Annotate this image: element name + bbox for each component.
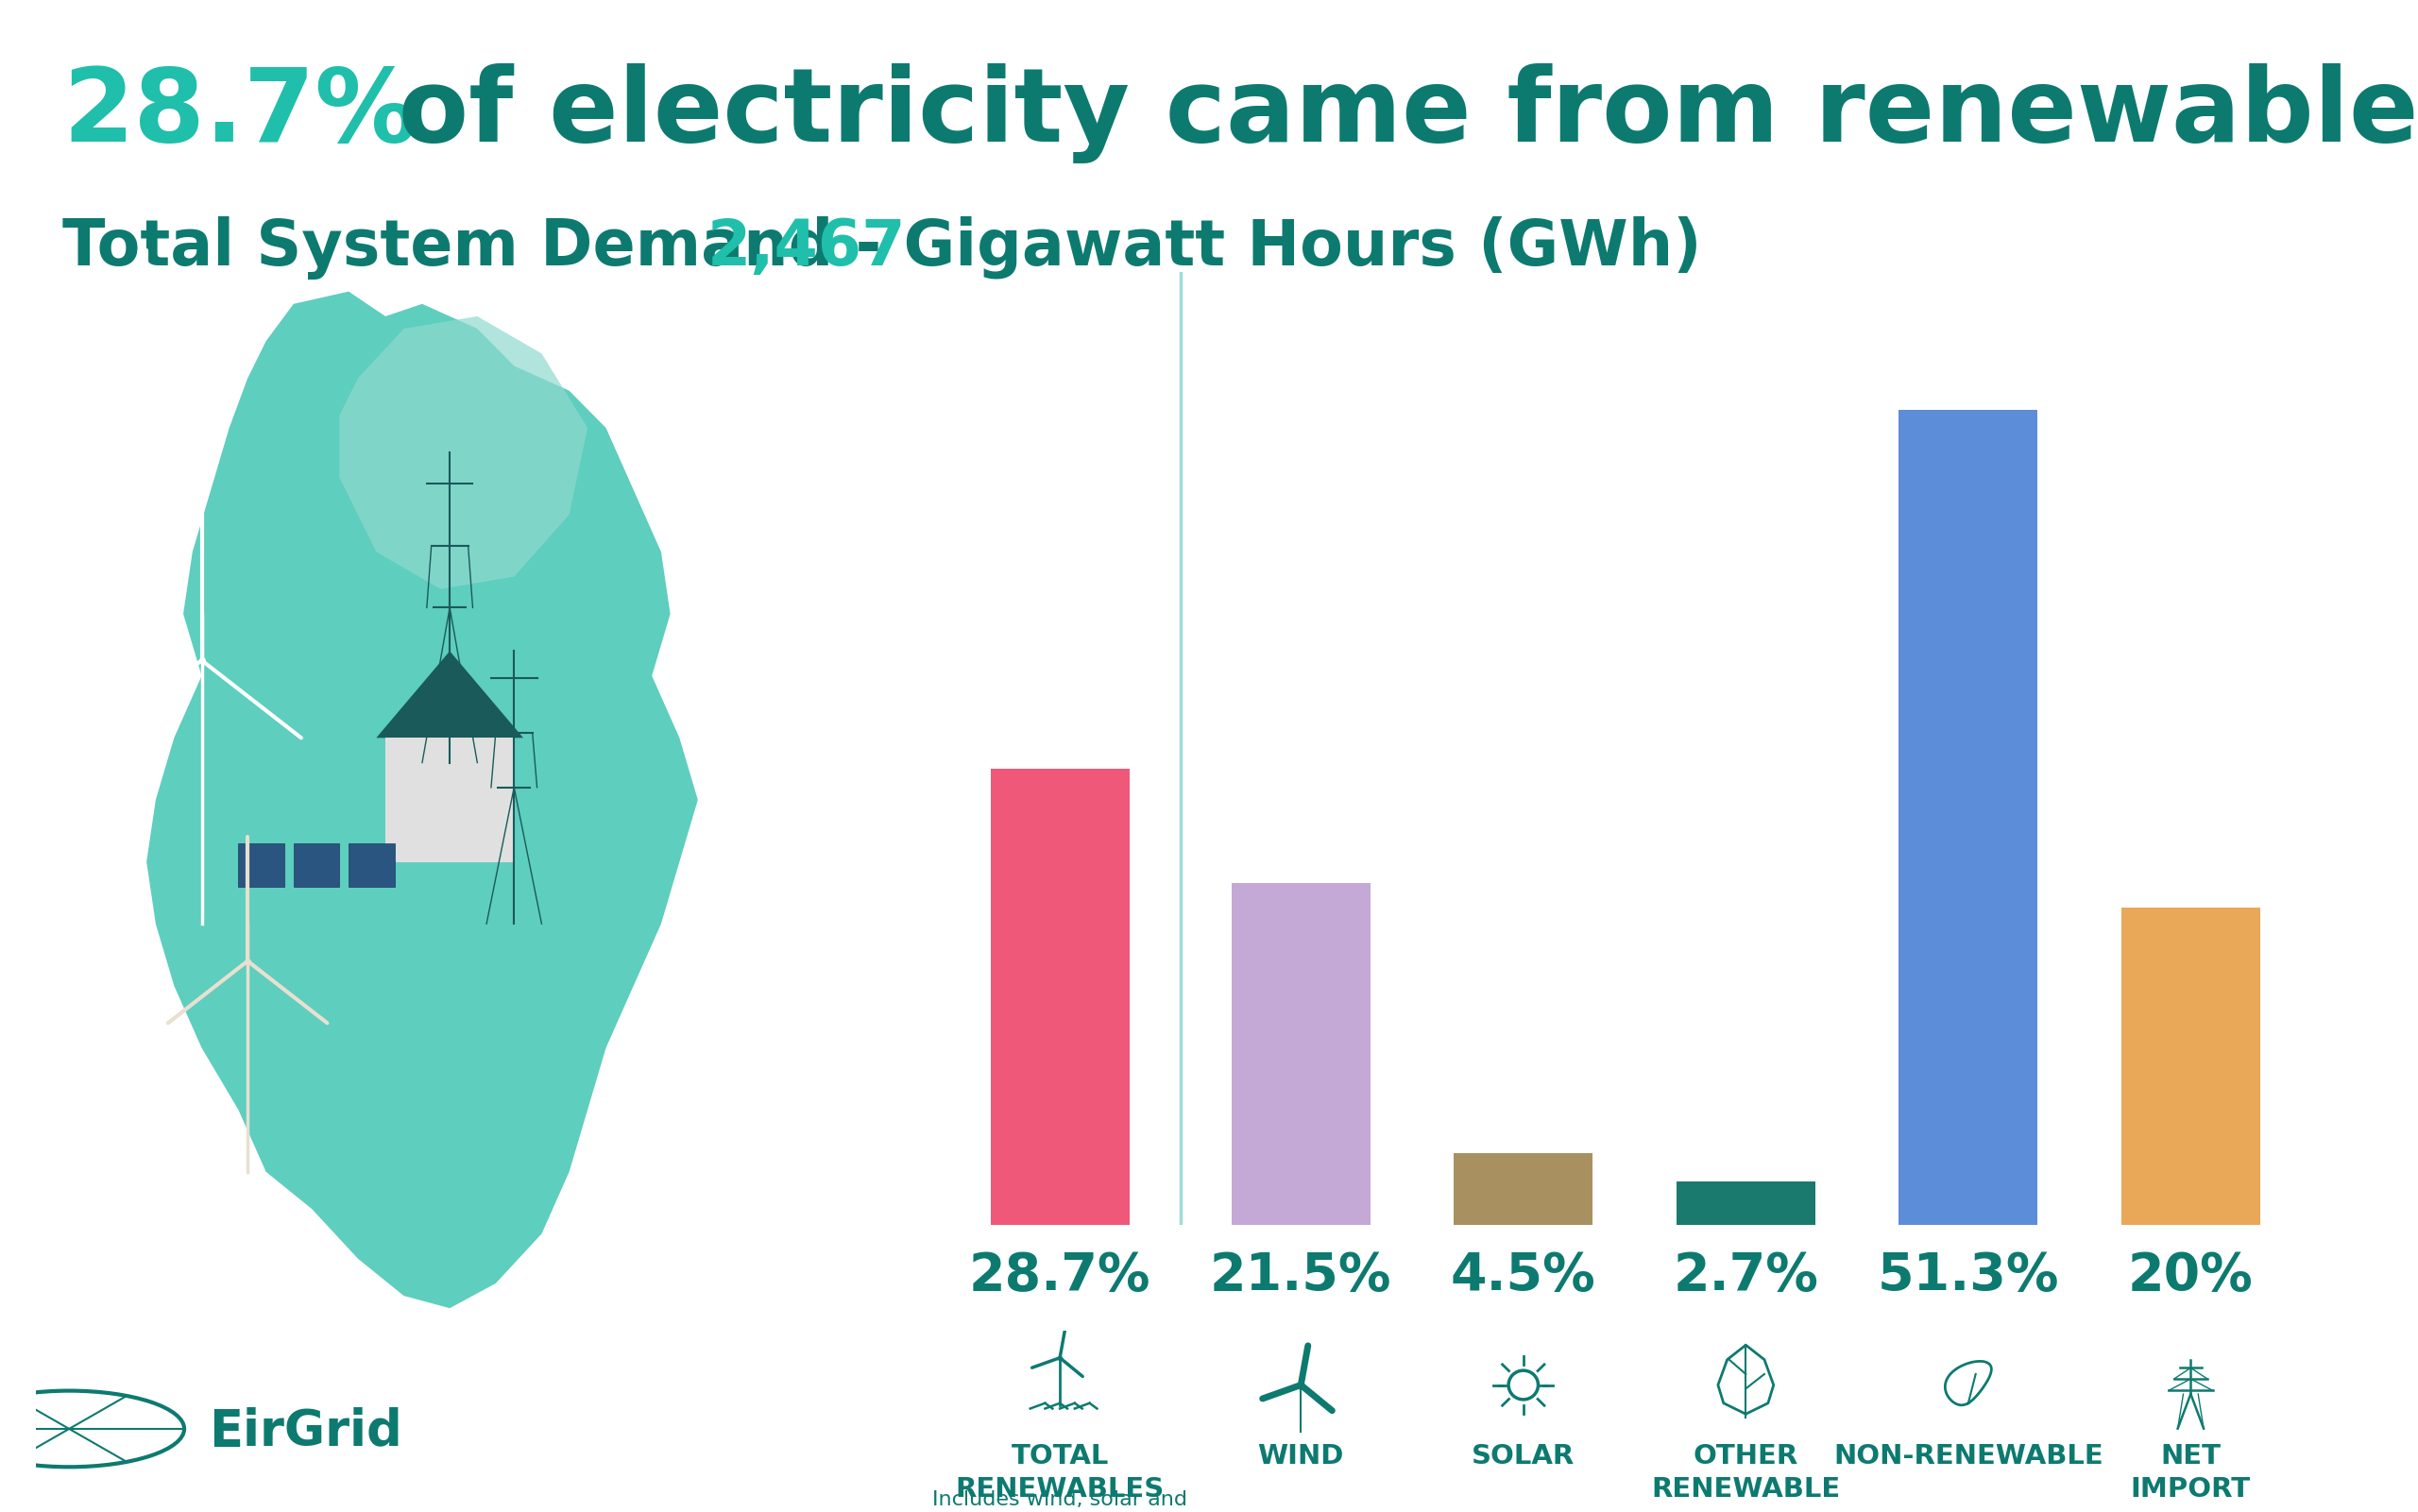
Text: WIND: WIND [1257,1442,1344,1470]
Text: Gigawatt Hours (GWh): Gigawatt Hours (GWh) [861,216,1702,278]
Text: 20%: 20% [2128,1250,2254,1302]
Text: 4.5%: 4.5% [1451,1250,1596,1302]
Text: 51.3%: 51.3% [1876,1250,2060,1302]
Text: 28.7%: 28.7% [970,1250,1151,1302]
Text: OTHER
RENEWABLE: OTHER RENEWABLE [1651,1442,1840,1503]
Bar [1898,410,2038,1225]
Text: of electricity came from renewables in July: of electricity came from renewables in J… [363,64,2418,163]
FancyBboxPatch shape [239,844,285,886]
Bar [1676,1182,1816,1225]
Text: SOLAR: SOLAR [1473,1442,1574,1470]
Bar [991,770,1129,1225]
Text: 21.5%: 21.5% [1209,1250,1393,1302]
Text: Total System Demand -: Total System Demand - [63,216,904,280]
Bar [1453,1154,1593,1225]
Bar [2121,907,2261,1225]
Text: Includes wind, solar and
other renewables: Includes wind, solar and other renewable… [933,1491,1187,1512]
PathPatch shape [339,316,588,590]
Polygon shape [377,652,522,738]
Text: NON-RENEWABLE: NON-RENEWABLE [1833,1442,2104,1470]
Text: TOTAL
RENEWABLES: TOTAL RENEWABLES [955,1442,1165,1503]
Text: NET
IMPORT: NET IMPORT [2130,1442,2251,1503]
Text: EirGrid: EirGrid [208,1408,401,1456]
Text: 28.7%: 28.7% [63,64,418,163]
Text: 2,467: 2,467 [708,216,907,278]
FancyBboxPatch shape [384,738,515,862]
FancyBboxPatch shape [293,844,339,886]
FancyBboxPatch shape [348,844,394,886]
Text: 2.7%: 2.7% [1673,1250,1818,1302]
Bar [1231,883,1371,1225]
PathPatch shape [147,292,699,1308]
